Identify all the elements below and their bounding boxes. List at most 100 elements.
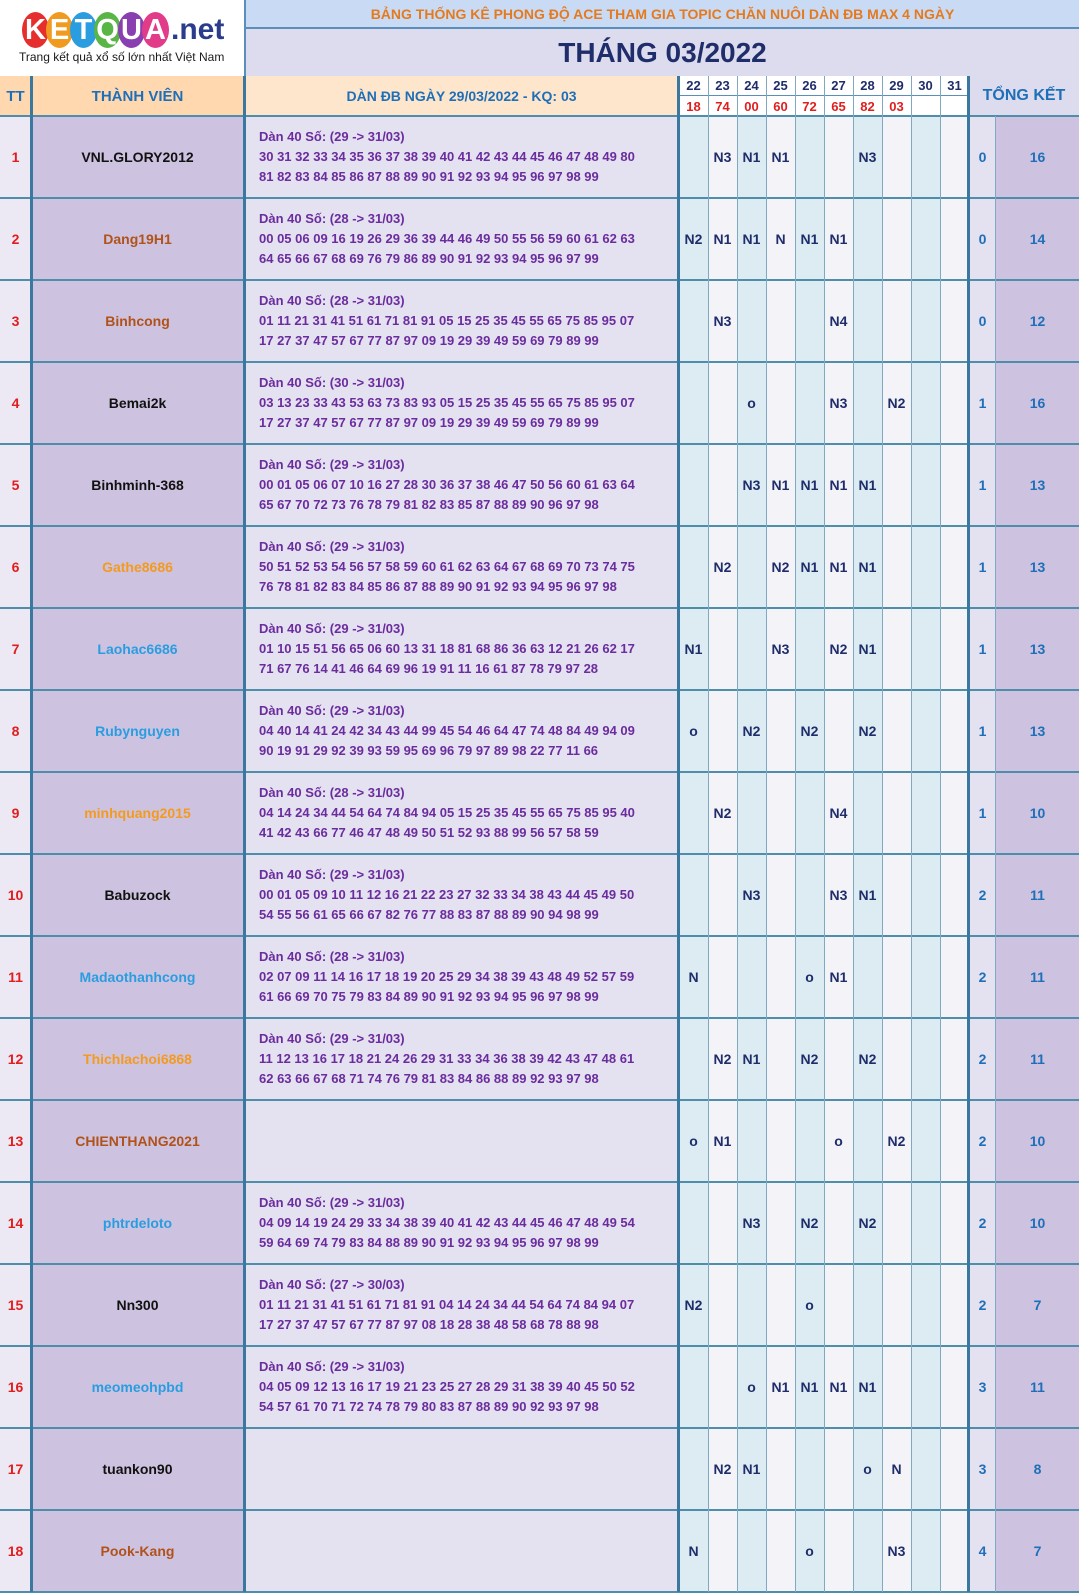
day-mark: N3 bbox=[766, 608, 795, 690]
number-set-line: Dàn 40 Số: (29 -> 31/03) bbox=[259, 1359, 405, 1374]
day-mark bbox=[795, 1100, 824, 1182]
member-name[interactable]: minhquang2015 bbox=[31, 772, 244, 854]
member-name[interactable]: VNL.GLORY2012 bbox=[31, 116, 244, 198]
member-name[interactable]: Binhcong bbox=[31, 280, 244, 362]
day-header: 30 bbox=[911, 76, 940, 96]
member-name[interactable]: phtrdeloto bbox=[31, 1182, 244, 1264]
day-mark: N1 bbox=[737, 1428, 766, 1510]
row-number: 8 bbox=[0, 690, 31, 772]
number-set-line: 59 64 69 74 79 83 84 88 89 90 91 92 93 9… bbox=[259, 1235, 599, 1250]
day-mark: o bbox=[795, 1510, 824, 1592]
day-mark: N2 bbox=[882, 362, 911, 444]
day-mark: N1 bbox=[795, 198, 824, 280]
day-mark bbox=[737, 1100, 766, 1182]
number-set-line: 01 10 15 51 56 65 06 60 13 31 18 81 68 8… bbox=[259, 641, 635, 656]
row-divider bbox=[0, 1509, 1079, 1511]
day-mark: N1 bbox=[737, 116, 766, 198]
column-divider bbox=[967, 76, 970, 1592]
day-mark bbox=[766, 362, 795, 444]
row-number: 5 bbox=[0, 444, 31, 526]
total-score: 14 bbox=[996, 198, 1079, 280]
number-set-line: 01 11 21 31 41 51 61 71 81 91 04 14 24 3… bbox=[259, 1297, 635, 1312]
day-mark: N2 bbox=[853, 1018, 882, 1100]
day-mark bbox=[708, 1182, 737, 1264]
day-mark bbox=[911, 198, 940, 280]
logo-suffix: .net bbox=[171, 13, 225, 46]
number-set-line: 04 40 14 41 24 42 34 43 44 99 45 54 46 6… bbox=[259, 723, 635, 738]
row-number: 3 bbox=[0, 280, 31, 362]
number-set-line: 17 27 37 47 57 67 77 87 97 09 19 29 39 4… bbox=[259, 333, 599, 348]
day-mark bbox=[911, 1264, 940, 1346]
day-mark bbox=[766, 1510, 795, 1592]
member-name[interactable]: Pook-Kang bbox=[31, 1510, 244, 1592]
member-name[interactable]: Babuzock bbox=[31, 854, 244, 936]
number-set: Dàn 40 Số: (29 -> 31/03) 04 09 14 19 24 2… bbox=[244, 1182, 679, 1264]
member-name[interactable]: Dang19H1 bbox=[31, 198, 244, 280]
member-name[interactable]: CHIENTHANG2021 bbox=[31, 1100, 244, 1182]
day-mark: N1 bbox=[708, 198, 737, 280]
day-mark: N1 bbox=[824, 198, 853, 280]
day-mark bbox=[940, 116, 969, 198]
day-mark: N bbox=[882, 1428, 911, 1510]
day-mark bbox=[766, 1100, 795, 1182]
day-mark bbox=[882, 690, 911, 772]
day-mark: N1 bbox=[824, 936, 853, 1018]
number-set: Dàn 40 Số: (29 -> 31/03) 00 01 05 09 10 1… bbox=[244, 854, 679, 936]
column-divider bbox=[737, 76, 738, 1592]
member-name[interactable]: Laohac6686 bbox=[31, 608, 244, 690]
number-set: Dàn 40 Số: (29 -> 31/03) 00 01 05 06 07 1… bbox=[244, 444, 679, 526]
member-name[interactable]: Binhminh-368 bbox=[31, 444, 244, 526]
logo-letter: U bbox=[118, 12, 145, 48]
day-mark: o bbox=[679, 1100, 708, 1182]
day-mark bbox=[679, 1182, 708, 1264]
total-score: 13 bbox=[996, 526, 1079, 608]
day-mark bbox=[737, 936, 766, 1018]
member-name[interactable]: Bemai2k bbox=[31, 362, 244, 444]
day-mark bbox=[679, 526, 708, 608]
day-mark bbox=[766, 854, 795, 936]
day-mark bbox=[911, 1510, 940, 1592]
day-mark bbox=[679, 362, 708, 444]
column-divider bbox=[243, 76, 246, 1592]
number-set: Dàn 40 Số: (28 -> 31/03) 01 11 21 31 41 5… bbox=[244, 280, 679, 362]
member-name[interactable]: Thichlachoi6868 bbox=[31, 1018, 244, 1100]
total-count: 3 bbox=[969, 1428, 996, 1510]
member-name[interactable]: Madaothanhcong bbox=[31, 936, 244, 1018]
day-mark: N3 bbox=[708, 116, 737, 198]
day-mark bbox=[708, 1510, 737, 1592]
number-set-line: 00 01 05 09 10 11 12 16 21 22 23 27 32 3… bbox=[259, 887, 635, 902]
total-score: 13 bbox=[996, 690, 1079, 772]
day-mark: N3 bbox=[708, 280, 737, 362]
day-mark bbox=[795, 854, 824, 936]
member-name[interactable]: Gathe8686 bbox=[31, 526, 244, 608]
member-name[interactable]: meomeohpbd bbox=[31, 1346, 244, 1428]
member-name[interactable]: Nn300 bbox=[31, 1264, 244, 1346]
day-mark: N1 bbox=[708, 1100, 737, 1182]
member-name[interactable]: tuankon90 bbox=[31, 1428, 244, 1510]
row-number: 1 bbox=[0, 116, 31, 198]
day-mark bbox=[679, 854, 708, 936]
row-divider bbox=[0, 1591, 1079, 1593]
number-set-lines: Dàn 40 Số: (29 -> 31/03) 50 51 52 53 54 5… bbox=[259, 537, 635, 597]
day-mark: N1 bbox=[824, 1346, 853, 1428]
row-divider bbox=[0, 1099, 1079, 1101]
day-mark bbox=[882, 526, 911, 608]
day-mark: N3 bbox=[824, 362, 853, 444]
number-set-line: 04 05 09 12 13 16 17 19 21 23 25 27 28 2… bbox=[259, 1379, 635, 1394]
row-divider bbox=[0, 935, 1079, 937]
day-mark bbox=[911, 1100, 940, 1182]
member-name[interactable]: Rubynguyen bbox=[31, 690, 244, 772]
day-mark bbox=[940, 526, 969, 608]
day-result: 72 bbox=[795, 96, 824, 116]
total-count: 4 bbox=[969, 1510, 996, 1592]
day-result: 00 bbox=[737, 96, 766, 116]
site-logo[interactable]: K E T Q U A .net Trang kết quả xổ số lớn… bbox=[0, 0, 246, 76]
day-mark bbox=[766, 690, 795, 772]
day-mark: N1 bbox=[853, 526, 882, 608]
day-mark bbox=[853, 1510, 882, 1592]
day-header: 23 bbox=[708, 76, 737, 96]
row-divider bbox=[0, 1263, 1079, 1265]
number-set-lines: Dàn 40 Số: (30 -> 31/03) 03 13 23 33 43 5… bbox=[259, 373, 635, 433]
header-total: TỔNG KẾT bbox=[969, 76, 1079, 116]
day-result: 03 bbox=[882, 96, 911, 116]
